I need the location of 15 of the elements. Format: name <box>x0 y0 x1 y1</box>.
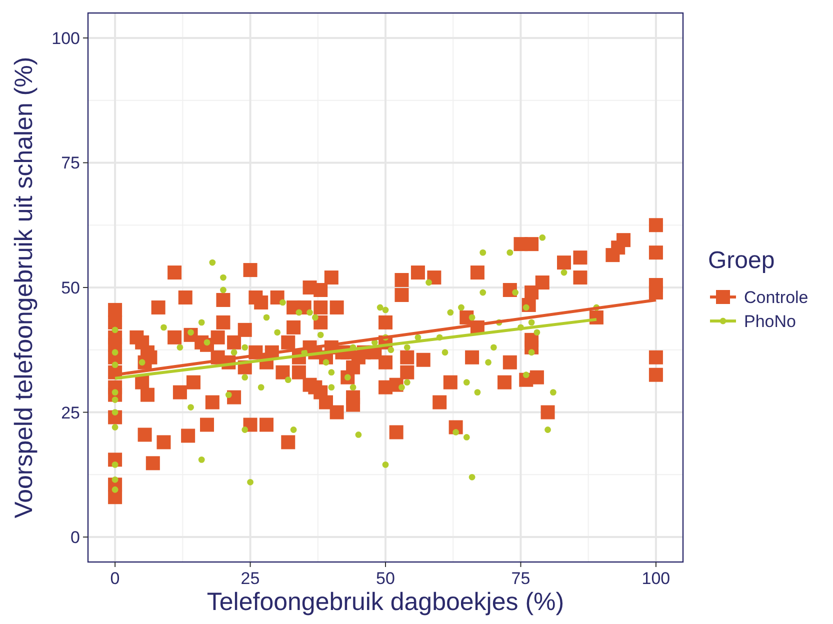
x-tick-label: 50 <box>376 569 395 588</box>
y-tick-label: 0 <box>70 528 80 548</box>
y-tick-label: 25 <box>61 403 80 422</box>
x-tick-label: 100 <box>642 569 670 588</box>
y-axis-title: Voorspeld telefoongebruik uit schalen (%) <box>10 56 38 518</box>
y-tick-label: 75 <box>61 154 80 173</box>
legend-title: Groep <box>708 247 775 274</box>
x-tick-label: 0 <box>110 569 120 588</box>
legend-label: PhoNo <box>744 312 796 331</box>
x-tick-label: 75 <box>511 569 530 588</box>
x-axis-title: Telefoongebruik dagboekjes (%) <box>206 588 564 616</box>
y-tick-label: 100 <box>52 28 80 48</box>
y-tick-label: 50 <box>61 278 80 298</box>
x-tick-label: 25 <box>240 569 260 588</box>
legend-label: Controle <box>744 288 808 307</box>
